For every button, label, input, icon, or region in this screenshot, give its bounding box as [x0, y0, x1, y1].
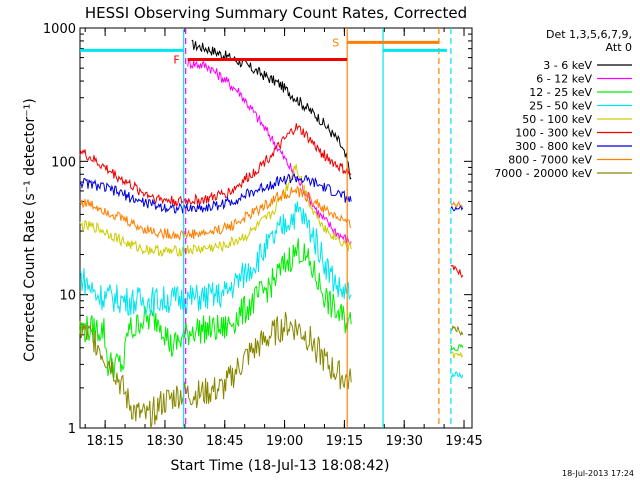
series-line: [79, 185, 352, 241]
legend-entry-label: 3 - 6 keV: [543, 59, 592, 72]
legend-entry-label: 25 - 50 keV: [529, 100, 592, 113]
y-tick-label: 10: [59, 289, 76, 304]
series-line: [79, 123, 352, 208]
series-line: [187, 57, 352, 246]
series-late-segment: [450, 371, 464, 379]
plot-area: 1 10 100 1000 18:15 18:30 18:45 19:00 19:15 19:3…: [43, 22, 483, 449]
legend-header-line1: Det 1,3,5,6,7,9,: [546, 28, 632, 41]
legend-entry-label: 50 - 100 keV: [522, 113, 592, 126]
series-line: [79, 173, 352, 214]
annotation-layer: FS: [80, 28, 452, 428]
y-tick-label: 1: [68, 422, 76, 437]
series-line: [79, 201, 352, 317]
series-late-segment: [450, 264, 464, 279]
x-axis-ticks: 18:15 18:30 18:45 19:00 19:15 19:30 19:45: [84, 28, 483, 449]
series-line: [79, 311, 352, 429]
chart-title: HESSI Observing Summary Count Rates, Cor…: [85, 4, 467, 22]
x-axis-label: Start Time (18-Jul-13 18:08:42): [170, 458, 389, 474]
series-late-segment: [450, 351, 464, 359]
series-late-segment: [450, 324, 464, 337]
series-line: [79, 238, 352, 379]
series-line: [191, 39, 352, 180]
flare-label: F: [173, 54, 179, 67]
legend-entry-label: 800 - 7000 keV: [508, 154, 592, 167]
plot-frame: [79, 27, 473, 429]
x-tick-label: 18:45: [206, 434, 243, 449]
series-layer: [79, 39, 464, 429]
legend-entry-label: 7000 - 20000 keV: [494, 167, 592, 180]
x-tick-label: 19:30: [385, 434, 422, 449]
x-tick-label: 19:15: [326, 434, 363, 449]
x-tick-label: 19:45: [445, 434, 482, 449]
legend-entry-label: 6 - 12 keV: [536, 73, 592, 86]
saa-label: S: [332, 36, 339, 49]
legend-entry-label: 100 - 300 keV: [515, 127, 592, 140]
legend-header-line2: Att 0: [606, 41, 632, 54]
series-late-segment: [450, 343, 464, 352]
x-tick-label: 18:30: [146, 434, 183, 449]
series-late-segment: [450, 200, 463, 208]
y-tick-label: 1000: [43, 22, 76, 37]
y-tick-label: 100: [51, 155, 76, 170]
legend-entry-label: 12 - 25 keV: [529, 86, 592, 99]
footer-timestamp: 18-Jul-2013 17:24: [562, 469, 634, 478]
legend-entry-label: 300 - 800 keV: [515, 140, 592, 153]
series-line: [79, 164, 352, 258]
x-tick-label: 18:15: [86, 434, 123, 449]
y-axis-label: Corrected Count Rate (s⁻¹ detector⁻¹): [22, 98, 38, 361]
x-tick-label: 19:00: [266, 434, 303, 449]
